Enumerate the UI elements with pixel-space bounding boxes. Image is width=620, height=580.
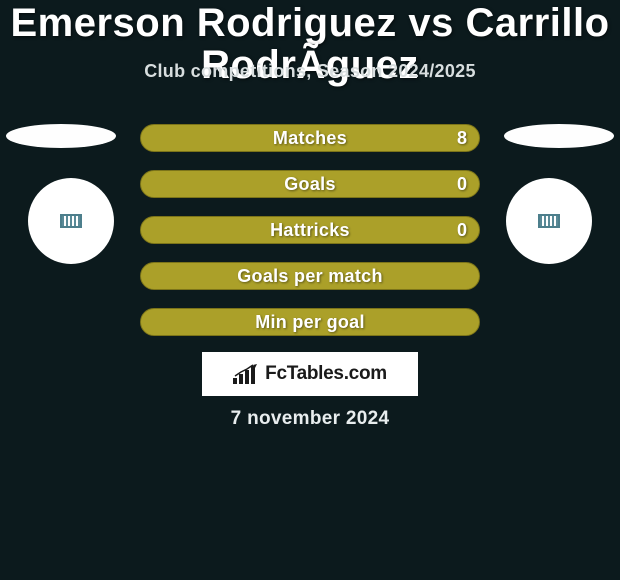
fctables-logo-text: FcTables.com <box>265 363 387 385</box>
stat-value-right: 8 <box>457 128 467 149</box>
stat-bar-hattricks: Hattricks 0 <box>140 216 480 244</box>
club-badge-right-placeholder-icon <box>538 214 560 228</box>
stat-label: Hattricks <box>141 220 479 241</box>
stat-bar-min-per-goal: Min per goal <box>140 308 480 336</box>
stat-label: Goals per match <box>141 266 479 287</box>
stats-container: Matches 8 Goals 0 Hattricks 0 Goals per … <box>140 124 480 354</box>
club-badge-right <box>506 178 592 264</box>
club-badge-left <box>28 178 114 264</box>
stat-value-right: 0 <box>457 174 467 195</box>
branding-box: FcTables.com <box>202 352 418 396</box>
stat-value-right: 0 <box>457 220 467 241</box>
fctables-logo-icon <box>233 364 259 384</box>
player-photo-right <box>504 124 614 148</box>
player-photo-left <box>6 124 116 148</box>
page-subtitle: Club competitions, Season 2024/2025 <box>0 61 620 82</box>
stat-label: Matches <box>141 128 479 149</box>
stat-bar-goals: Goals 0 <box>140 170 480 198</box>
footer-date: 7 november 2024 <box>0 408 620 430</box>
stat-bar-goals-per-match: Goals per match <box>140 262 480 290</box>
stat-label: Min per goal <box>141 312 479 333</box>
stat-label: Goals <box>141 174 479 195</box>
stat-bar-matches: Matches 8 <box>140 124 480 152</box>
club-badge-left-placeholder-icon <box>60 214 82 228</box>
